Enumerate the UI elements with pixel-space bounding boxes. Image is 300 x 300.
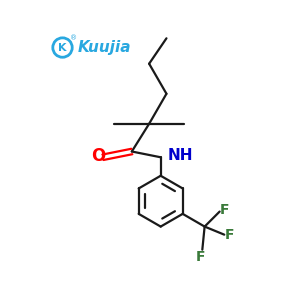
Text: ®: ® [70,36,77,42]
Text: F: F [225,228,234,242]
Text: Kuujia: Kuujia [77,40,131,55]
Text: K: K [58,43,67,52]
Text: F: F [220,203,230,218]
Text: NH: NH [167,148,193,163]
Text: F: F [195,250,205,264]
Text: O: O [91,147,105,165]
